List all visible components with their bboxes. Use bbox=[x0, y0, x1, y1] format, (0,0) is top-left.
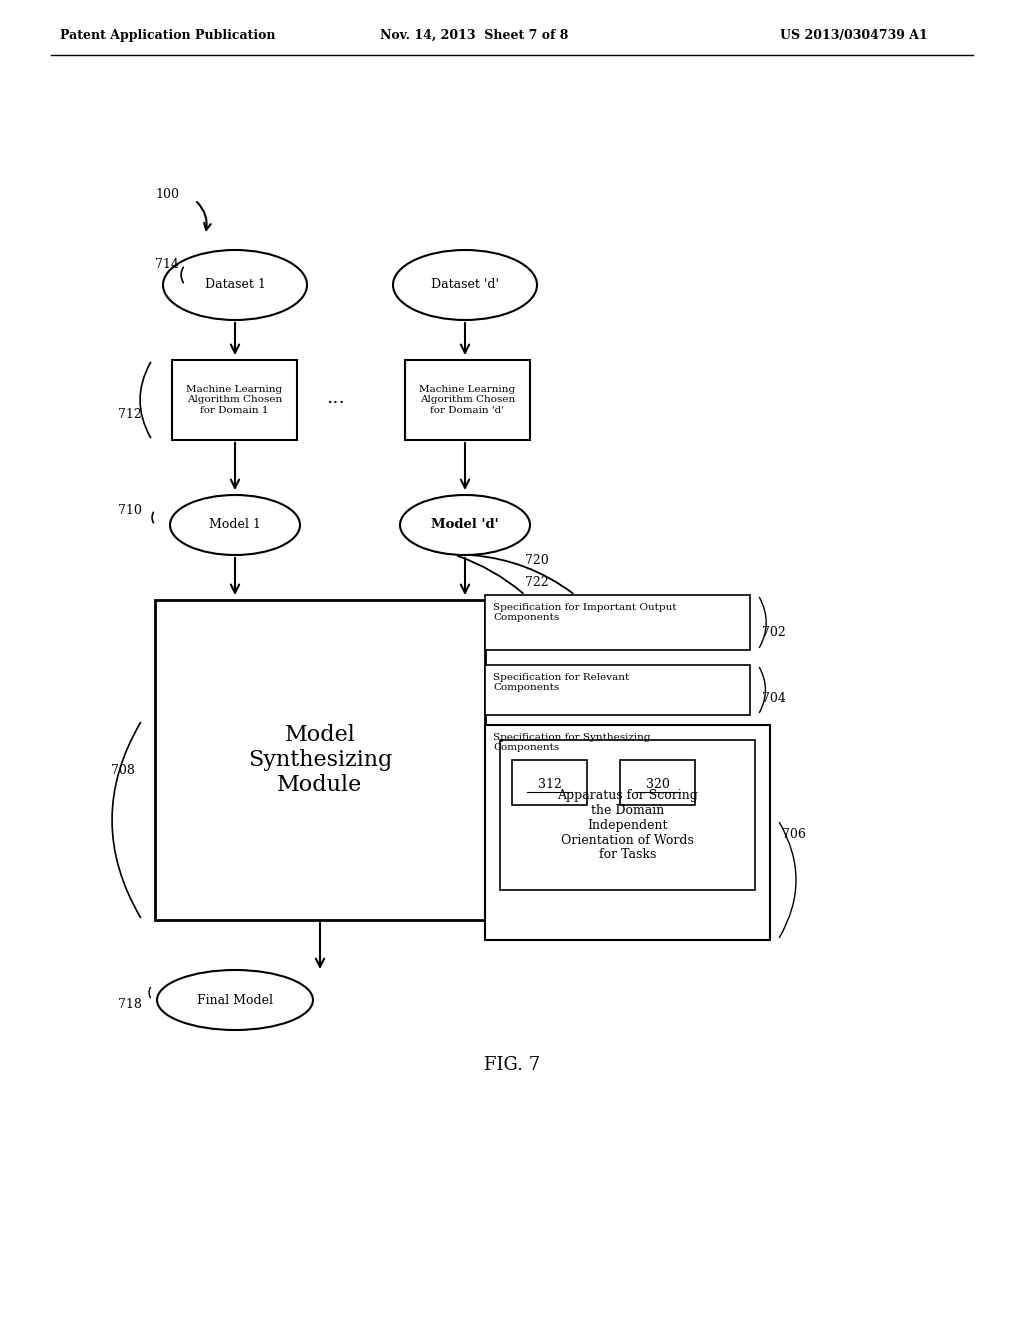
Text: Dataset 1: Dataset 1 bbox=[205, 279, 265, 292]
Bar bbox=[485, 725, 770, 940]
Text: Machine Learning
Algorithm Chosen
for Domain 1: Machine Learning Algorithm Chosen for Do… bbox=[186, 385, 283, 414]
Text: Dataset 'd': Dataset 'd' bbox=[431, 279, 499, 292]
Text: Final Model: Final Model bbox=[197, 994, 273, 1006]
Bar bbox=[500, 741, 755, 890]
Text: Model 'd': Model 'd' bbox=[431, 519, 499, 532]
Ellipse shape bbox=[400, 495, 530, 554]
Bar bbox=[512, 760, 587, 805]
Bar bbox=[155, 601, 485, 920]
Text: 320: 320 bbox=[645, 777, 670, 791]
Text: 718: 718 bbox=[118, 998, 142, 1011]
Text: FIG. 7: FIG. 7 bbox=[484, 1056, 540, 1074]
Text: US 2013/0304739 A1: US 2013/0304739 A1 bbox=[780, 29, 928, 41]
Text: 702: 702 bbox=[762, 626, 785, 639]
Text: 704: 704 bbox=[762, 692, 785, 705]
Bar bbox=[485, 595, 750, 649]
Ellipse shape bbox=[157, 970, 313, 1030]
Bar bbox=[620, 760, 695, 805]
Text: Machine Learning
Algorithm Chosen
for Domain 'd': Machine Learning Algorithm Chosen for Do… bbox=[420, 385, 515, 414]
Text: 708: 708 bbox=[112, 763, 135, 776]
Text: ...: ... bbox=[326, 389, 344, 407]
Text: Specification for Relevant
Components: Specification for Relevant Components bbox=[493, 673, 630, 693]
Bar bbox=[485, 665, 750, 715]
Text: Specification for Synthesizing
Components: Specification for Synthesizing Component… bbox=[493, 733, 650, 752]
Ellipse shape bbox=[170, 495, 300, 554]
Text: 312: 312 bbox=[538, 777, 561, 791]
Bar bbox=[172, 360, 297, 440]
Text: Model 1: Model 1 bbox=[209, 519, 261, 532]
Text: Specification for Important Output
Components: Specification for Important Output Compo… bbox=[493, 603, 677, 623]
Text: Model
Synthesizing
Module: Model Synthesizing Module bbox=[248, 723, 392, 796]
Ellipse shape bbox=[393, 249, 537, 319]
Text: Nov. 14, 2013  Sheet 7 of 8: Nov. 14, 2013 Sheet 7 of 8 bbox=[380, 29, 568, 41]
Text: 712: 712 bbox=[118, 408, 142, 421]
Text: 722: 722 bbox=[525, 576, 549, 589]
Text: 710: 710 bbox=[118, 503, 142, 516]
Text: 720: 720 bbox=[525, 553, 549, 566]
Text: 100: 100 bbox=[155, 189, 179, 202]
Text: Patent Application Publication: Patent Application Publication bbox=[60, 29, 275, 41]
Text: Apparatus for Scoring
the Domain
Independent
Orientation of Words
for Tasks: Apparatus for Scoring the Domain Indepen… bbox=[557, 788, 698, 862]
Text: 706: 706 bbox=[782, 829, 806, 842]
Ellipse shape bbox=[163, 249, 307, 319]
Bar bbox=[406, 360, 530, 440]
Text: 714: 714 bbox=[155, 259, 179, 272]
